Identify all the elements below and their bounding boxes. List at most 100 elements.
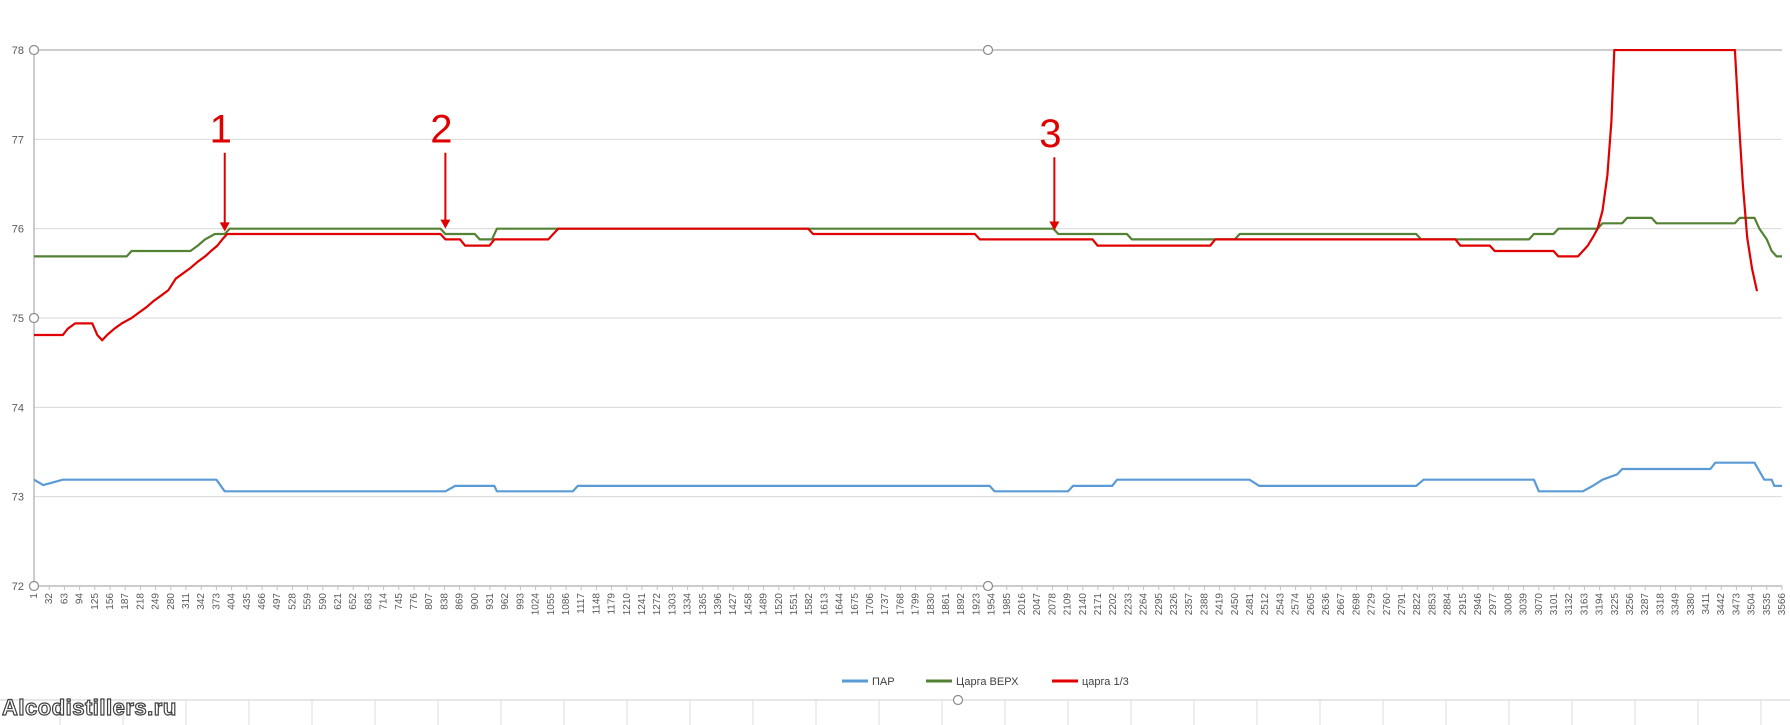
x-tick-label: 1644 — [835, 593, 846, 616]
x-tick-label: 2636 — [1321, 593, 1332, 616]
x-tick-label: 2543 — [1275, 593, 1286, 616]
x-tick-label: 404 — [227, 593, 238, 610]
x-tick-label: 2295 — [1154, 593, 1165, 616]
x-tick-label: 2109 — [1063, 593, 1074, 616]
x-tick-label: 869 — [455, 593, 466, 610]
series-line-1 — [34, 461, 1782, 493]
x-tick-label: 652 — [348, 593, 359, 610]
x-tick-label: 931 — [485, 593, 496, 610]
x-tick-label: 1830 — [926, 593, 937, 616]
x-tick-label: 1241 — [637, 593, 648, 616]
x-tick-label: 1985 — [1002, 593, 1013, 616]
x-tick-label: 218 — [135, 593, 146, 610]
x-tick-label: 1551 — [789, 593, 800, 616]
x-tick-label: 1675 — [850, 593, 861, 616]
x-tick-label: 2233 — [1123, 593, 1134, 616]
x-tick-label: 2419 — [1215, 593, 1226, 616]
x-tick-label: 2047 — [1032, 593, 1043, 616]
legend-label: Царга ВЕРХ — [956, 676, 1019, 688]
x-tick-label: 2605 — [1306, 593, 1317, 616]
x-tick-label: 1272 — [652, 593, 663, 616]
resize-handle[interactable] — [952, 694, 964, 706]
x-tick-label: 2574 — [1291, 593, 1302, 616]
x-tick-label: 3287 — [1640, 593, 1651, 616]
x-tick-label: 745 — [394, 593, 405, 610]
x-tick-label: 2078 — [1047, 593, 1058, 616]
x-tick-label: 2729 — [1367, 593, 1378, 616]
x-tick-label: 311 — [181, 593, 192, 609]
y-tick-label: 73 — [12, 492, 24, 504]
x-tick-label: 3132 — [1564, 593, 1575, 616]
x-tick-label: 1086 — [561, 593, 572, 616]
x-tick-label: 2512 — [1260, 593, 1271, 616]
annotation-label-2: 2 — [430, 108, 452, 152]
x-tick-label: 1737 — [880, 593, 891, 616]
x-tick-label: 559 — [303, 593, 314, 610]
y-tick-label: 76 — [12, 224, 24, 236]
x-tick-label: 2202 — [1108, 593, 1119, 616]
resize-handle[interactable] — [982, 44, 994, 56]
x-tick-label: 1427 — [728, 593, 739, 616]
x-tick-label: 2698 — [1351, 593, 1362, 616]
x-tick-label: 3473 — [1731, 593, 1742, 616]
x-tick-label: 3349 — [1671, 593, 1682, 616]
x-tick-label: 2791 — [1397, 593, 1408, 616]
x-tick-label: 1892 — [956, 593, 967, 616]
x-tick-label: 807 — [424, 593, 435, 610]
x-tick-label: 2853 — [1427, 593, 1438, 616]
resize-handle[interactable] — [982, 580, 994, 592]
x-tick-label: 156 — [105, 593, 116, 610]
selection-handles[interactable] — [28, 44, 994, 592]
x-tick-label: 1148 — [591, 593, 602, 615]
x-tick-label: 621 — [333, 593, 344, 610]
x-tick-label: 2264 — [1139, 593, 1150, 616]
x-tick-label: 1303 — [667, 593, 678, 616]
y-tick-label: 77 — [12, 134, 24, 146]
x-tick-label: 2667 — [1336, 593, 1347, 616]
x-tick-label: 528 — [287, 593, 298, 610]
series-line-2 — [34, 216, 1782, 258]
annotation-arrow-head — [1049, 221, 1060, 231]
x-tick-label: 1210 — [622, 593, 633, 616]
x-tick-label: 2140 — [1078, 593, 1089, 616]
x-tick-label: 900 — [470, 593, 481, 610]
x-tick-label: 3504 — [1747, 593, 1758, 616]
annotation-arrow-head — [440, 219, 451, 229]
annotations: 1 2 3 — [210, 108, 1061, 232]
series-lines — [34, 49, 1782, 493]
x-tick-label: 373 — [211, 593, 222, 610]
x-tick-label: 1055 — [546, 593, 557, 616]
x-tick-label: 838 — [439, 593, 450, 610]
resize-handle[interactable] — [28, 312, 40, 324]
y-axis-ticks: 72 73 74 75 76 77 78 — [12, 45, 24, 593]
x-tick-label: 3411 — [1701, 593, 1712, 615]
x-tick-label: 2946 — [1473, 593, 1484, 616]
x-tick-label: 590 — [318, 593, 329, 610]
x-tick-label: 776 — [409, 593, 420, 610]
x-tick-label: 280 — [166, 593, 177, 610]
x-tick-label: 2326 — [1169, 593, 1180, 616]
annotation-label-1: 1 — [210, 108, 232, 152]
x-tick-label: 3101 — [1549, 593, 1560, 616]
x-tick-label: 1179 — [607, 593, 618, 615]
x-tick-label: 2481 — [1245, 593, 1256, 616]
x-tick-label: 2016 — [1017, 593, 1028, 616]
x-tick-label: 3318 — [1655, 593, 1666, 616]
x-tick-label: 125 — [90, 593, 101, 610]
x-tick-label: 1458 — [743, 593, 754, 616]
x-tick-label: 1489 — [759, 593, 770, 616]
y-tick-label: 75 — [12, 313, 24, 325]
series-line-3 — [34, 49, 1759, 342]
x-tick-label: 1334 — [683, 593, 694, 616]
x-axis-ticks: 1 32 63 94 125 156 187 218 249 280 311 342 373 404 435… — [29, 586, 1788, 615]
x-tick-label: 2822 — [1412, 593, 1423, 616]
resize-handle[interactable] — [28, 44, 40, 56]
resize-handle[interactable] — [28, 580, 40, 592]
x-tick-label: 3566 — [1777, 593, 1788, 616]
x-tick-label: 3225 — [1610, 593, 1621, 616]
x-tick-label: 1861 — [941, 593, 952, 616]
x-tick-label: 2171 — [1093, 593, 1104, 616]
legend-label: царга 1/3 — [1082, 676, 1129, 688]
x-tick-label: 2450 — [1230, 593, 1241, 616]
